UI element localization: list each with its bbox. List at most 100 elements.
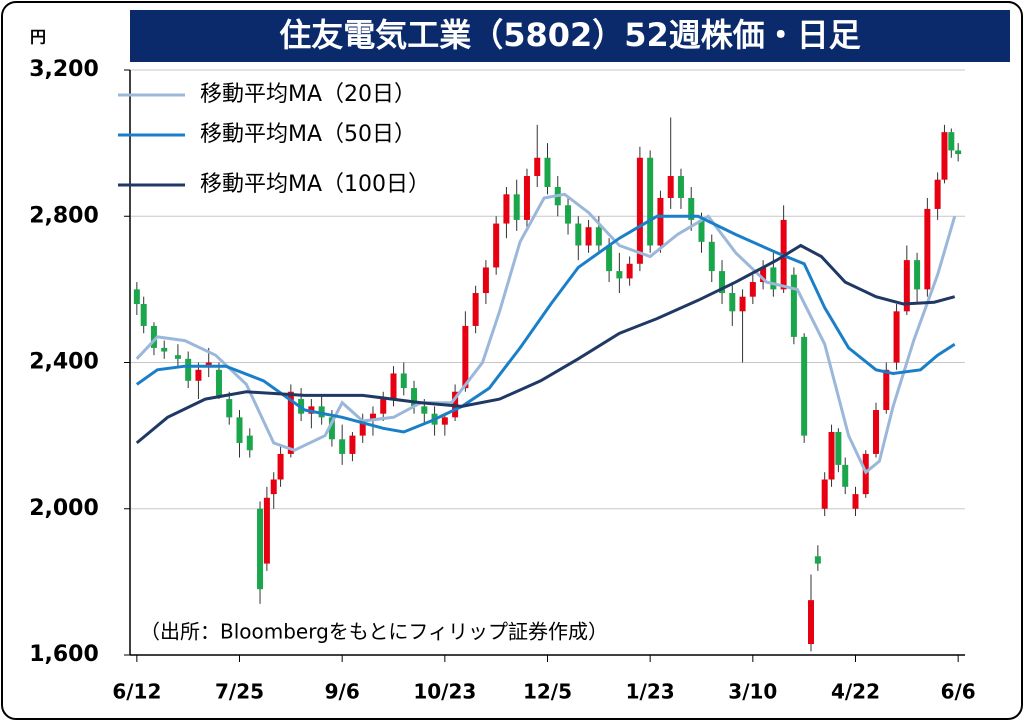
y-tick-label: 3,200	[29, 57, 99, 82]
legend-label: 移動平均MA（20日）	[200, 82, 416, 107]
y-tick-label: 2,000	[29, 496, 99, 521]
candle-body	[411, 388, 418, 407]
candle-body	[270, 479, 277, 495]
candle-body	[513, 194, 520, 220]
candle-body	[595, 227, 602, 246]
candle-body	[140, 304, 147, 326]
candle-body	[421, 406, 428, 414]
candle-body	[647, 157, 654, 246]
candle-body	[441, 417, 448, 425]
candle-body	[739, 296, 746, 312]
candle-body	[339, 439, 346, 454]
candle-body	[161, 347, 168, 352]
candle-body	[835, 431, 842, 465]
candle-body	[626, 263, 633, 279]
candle-body	[174, 355, 181, 359]
candle-body	[801, 336, 808, 436]
x-tick-label: 10/23	[413, 680, 476, 704]
candle-body	[883, 369, 890, 411]
candle-body	[842, 464, 849, 487]
candle-body	[924, 208, 931, 290]
candle-body	[185, 358, 192, 381]
candle-body	[814, 556, 821, 564]
candle-body	[893, 311, 900, 363]
candle-body	[523, 176, 530, 220]
candle-body	[677, 176, 684, 198]
legend-label: 移動平均MA（100日）	[200, 172, 430, 197]
x-tick-label: 9/6	[325, 680, 360, 704]
candle-body	[226, 399, 233, 418]
candle-body	[606, 245, 613, 272]
source-note: （出所：Bloombergをもとにフィリップ証券作成）	[140, 620, 608, 644]
candle-body	[534, 157, 541, 177]
y-tick-label: 1,600	[29, 642, 99, 667]
y-tick-label: 2,400	[29, 350, 99, 375]
candle-body	[790, 274, 797, 337]
candle-body	[349, 435, 356, 454]
candle-body	[828, 431, 835, 480]
candle-body	[369, 413, 376, 421]
candle-body	[941, 132, 948, 180]
candle-body	[287, 391, 294, 454]
x-tick-label: 12/5	[523, 680, 572, 704]
candle-body	[277, 453, 284, 480]
candle-body	[708, 241, 715, 272]
candle-body	[390, 373, 397, 400]
candle-body	[760, 267, 767, 283]
candle-body	[749, 282, 756, 297]
candle-body	[948, 132, 955, 151]
title-box	[130, 10, 1010, 62]
candle-body	[472, 293, 479, 326]
candle-body	[195, 369, 202, 381]
candle-body	[150, 325, 157, 348]
candle-body	[852, 494, 859, 509]
y-unit: 円	[30, 28, 46, 47]
candle-body	[657, 197, 664, 246]
candle-body	[585, 227, 592, 246]
x-tick-label: 3/10	[728, 680, 777, 704]
candle-body	[698, 219, 705, 242]
candle-body	[955, 150, 962, 155]
candle-body	[215, 369, 222, 396]
candle-body	[493, 223, 500, 268]
candle-body	[236, 417, 243, 443]
candle-body	[246, 435, 253, 451]
candle-body	[719, 271, 726, 294]
x-tick-label: 7/25	[215, 680, 264, 704]
candle-body	[688, 197, 695, 220]
candle-body	[400, 373, 407, 389]
candle-body	[667, 176, 674, 198]
ma-line	[135, 192, 957, 475]
legend-label: 移動平均MA（50日）	[200, 122, 416, 147]
candle-body	[565, 205, 572, 224]
candle-body	[636, 157, 643, 264]
candle-body	[263, 497, 270, 564]
x-tick-label: 4/22	[831, 680, 880, 704]
candle-body	[903, 260, 910, 312]
candle-body	[380, 399, 387, 414]
candle-body	[873, 410, 880, 454]
candle-body	[205, 362, 212, 367]
candle-body	[359, 421, 366, 436]
candle-body	[544, 157, 551, 187]
candle-body	[257, 508, 264, 590]
candle-body	[503, 194, 510, 224]
candle-body	[821, 479, 828, 509]
candle-body	[808, 600, 815, 645]
candle-body	[462, 325, 469, 389]
candle-body	[934, 179, 941, 209]
ma-line	[135, 243, 956, 445]
chart-title: 住友電気工業（5802）52週株価・日足	[279, 16, 861, 54]
x-tick-label: 1/23	[626, 680, 675, 704]
candle-body	[575, 223, 582, 246]
candle-body	[616, 271, 623, 279]
candle-body	[328, 417, 335, 440]
candle-body	[133, 289, 140, 304]
x-tick-label: 6/6	[941, 680, 976, 704]
plot	[124, 69, 965, 662]
candle-body	[729, 293, 736, 312]
x-tick-label: 6/12	[112, 680, 161, 704]
y-tick-label: 2,800	[29, 203, 99, 228]
candle-body	[914, 260, 921, 290]
